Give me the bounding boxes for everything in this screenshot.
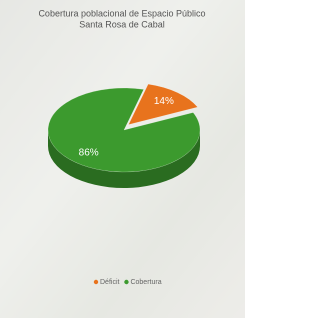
chart-subtitle: Santa Rosa de Cabal	[79, 19, 165, 29]
legend-marker	[94, 280, 98, 284]
legend-label: Déficit	[100, 279, 120, 286]
data-label: 86%	[79, 148, 99, 159]
chart: Cobertura poblacional de Espacio Público…	[0, 0, 245, 318]
data-label: 14%	[154, 96, 174, 107]
legend-marker	[124, 280, 128, 284]
legend-label: Cobertura	[130, 279, 161, 286]
page: Cobertura poblacional de Espacio Público…	[0, 0, 245, 318]
chart-title: Cobertura poblacional de Espacio Público	[38, 8, 205, 18]
